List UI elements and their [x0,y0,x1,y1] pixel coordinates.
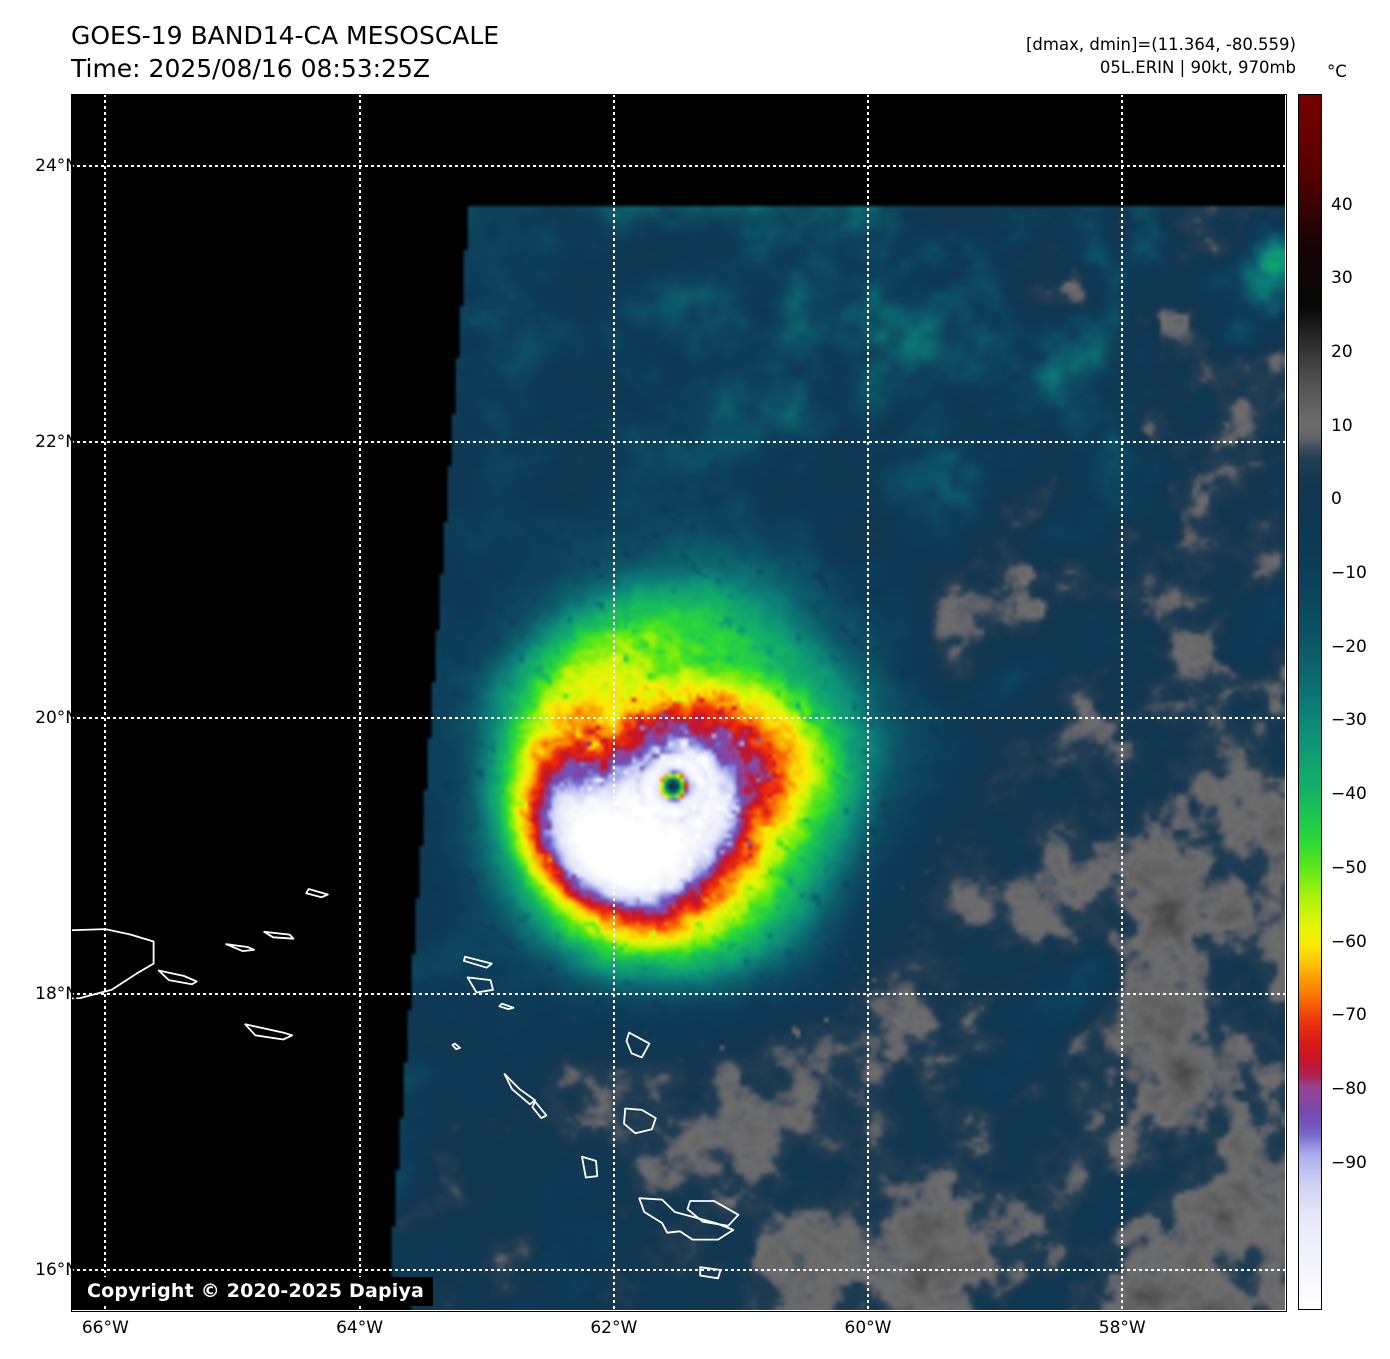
page-title: GOES-19 BAND14-CA MESOSCALE [71,21,500,50]
satellite-imagery-plot [71,94,1285,1310]
temperature-colorbar [1298,94,1322,1310]
colorbar-tick-minus70: −70 [1331,1005,1367,1026]
colorbar-tick-40: 40 [1331,194,1353,215]
colorbar-tick-minus30: −30 [1331,710,1367,731]
xtick-66°W: 66°W [81,1318,129,1338]
coastline-anegada [305,888,329,899]
coastline-grande-terre [686,1200,740,1227]
coastline-tortola [263,930,295,940]
xtick-62°W: 62°W [590,1318,638,1338]
coastline-saba [451,1042,461,1050]
coastline-vieques [157,969,198,986]
ytick-18°N: 18°N [35,983,78,1004]
gridline-lat-24°N [71,164,1285,167]
gridline-lon-60°W [867,94,870,1310]
coastline-st-barts [498,1002,515,1010]
gridline-lon-58°W [1121,94,1124,1310]
title-block: GOES-19 BAND14-CA MESOSCALE Time: 2025/0… [71,20,771,85]
timestamp-label: Time: 2025/08/16 08:53:25Z [71,53,430,83]
gridline-lat-18°N [71,992,1285,995]
coastline-antigua [623,1107,657,1135]
storm-info-label: 05L.ERIN | 90kt, 970mb [1099,58,1296,78]
colorbar-tick-30: 30 [1331,268,1353,289]
copyright-notice: Copyright © 2020-2025 Dapiya [78,1277,434,1306]
ytick-24°N: 24°N [35,155,78,176]
coastline-overlay [71,888,740,1280]
coastline-montserrat [581,1155,599,1179]
colorbar-tick-minus40: −40 [1331,784,1367,805]
colorbar-tick-minus10: −10 [1331,563,1367,584]
gridline-lat-20°N [71,716,1285,719]
ytick-16°N: 16°N [35,1259,78,1280]
colorbar-tick-20: 20 [1331,341,1353,362]
coastline-st-kitts [503,1073,536,1106]
coastline-st-martin [466,976,494,994]
colorbar-tick-minus60: −60 [1331,931,1367,952]
colorbar-tick-minus90: −90 [1331,1152,1367,1173]
colorbar-tick-0: 0 [1331,489,1342,510]
coastline-nevis [531,1100,548,1119]
colorbar-tick-10: 10 [1331,415,1353,436]
colorbar-tick-minus80: −80 [1331,1078,1367,1099]
xtick-58°W: 58°W [1098,1318,1146,1338]
colorbar-tick-minus50: −50 [1331,857,1367,878]
coastline-st-thomas [225,943,255,952]
coastline-st-croix [244,1023,294,1041]
infrared-satellite-raster [71,94,1285,1310]
metadata-block: [dmax, dmin]=(11.364, -80.559) 05L.ERIN … [1026,33,1296,80]
ytick-22°N: 22°N [35,431,78,452]
coastline-guadeloupe [638,1197,735,1241]
gridline-lon-64°W [358,94,361,1310]
dmax-dmin-label: [dmax, dmin]=(11.364, -80.559) [1026,35,1296,54]
gridline-lon-66°W [104,94,107,1310]
ir-brightness-temperature-raster [71,94,1285,1310]
xtick-64°W: 64°W [336,1318,384,1338]
colorbar-gradient [1299,95,1321,1309]
coastline-barbuda [625,1031,651,1059]
gridline-lon-62°W [612,94,615,1310]
coastline-anguilla [462,955,493,969]
colorbar-unit-label: °C [1327,62,1347,81]
gridline-lat-22°N [71,440,1285,443]
ytick-20°N: 20°N [35,707,78,728]
gridline-lat-16°N [71,1268,1285,1271]
xtick-60°W: 60°W [844,1318,892,1338]
colorbar-tick-minus20: −20 [1331,636,1367,657]
coastline-puerto-rico [71,928,155,1000]
